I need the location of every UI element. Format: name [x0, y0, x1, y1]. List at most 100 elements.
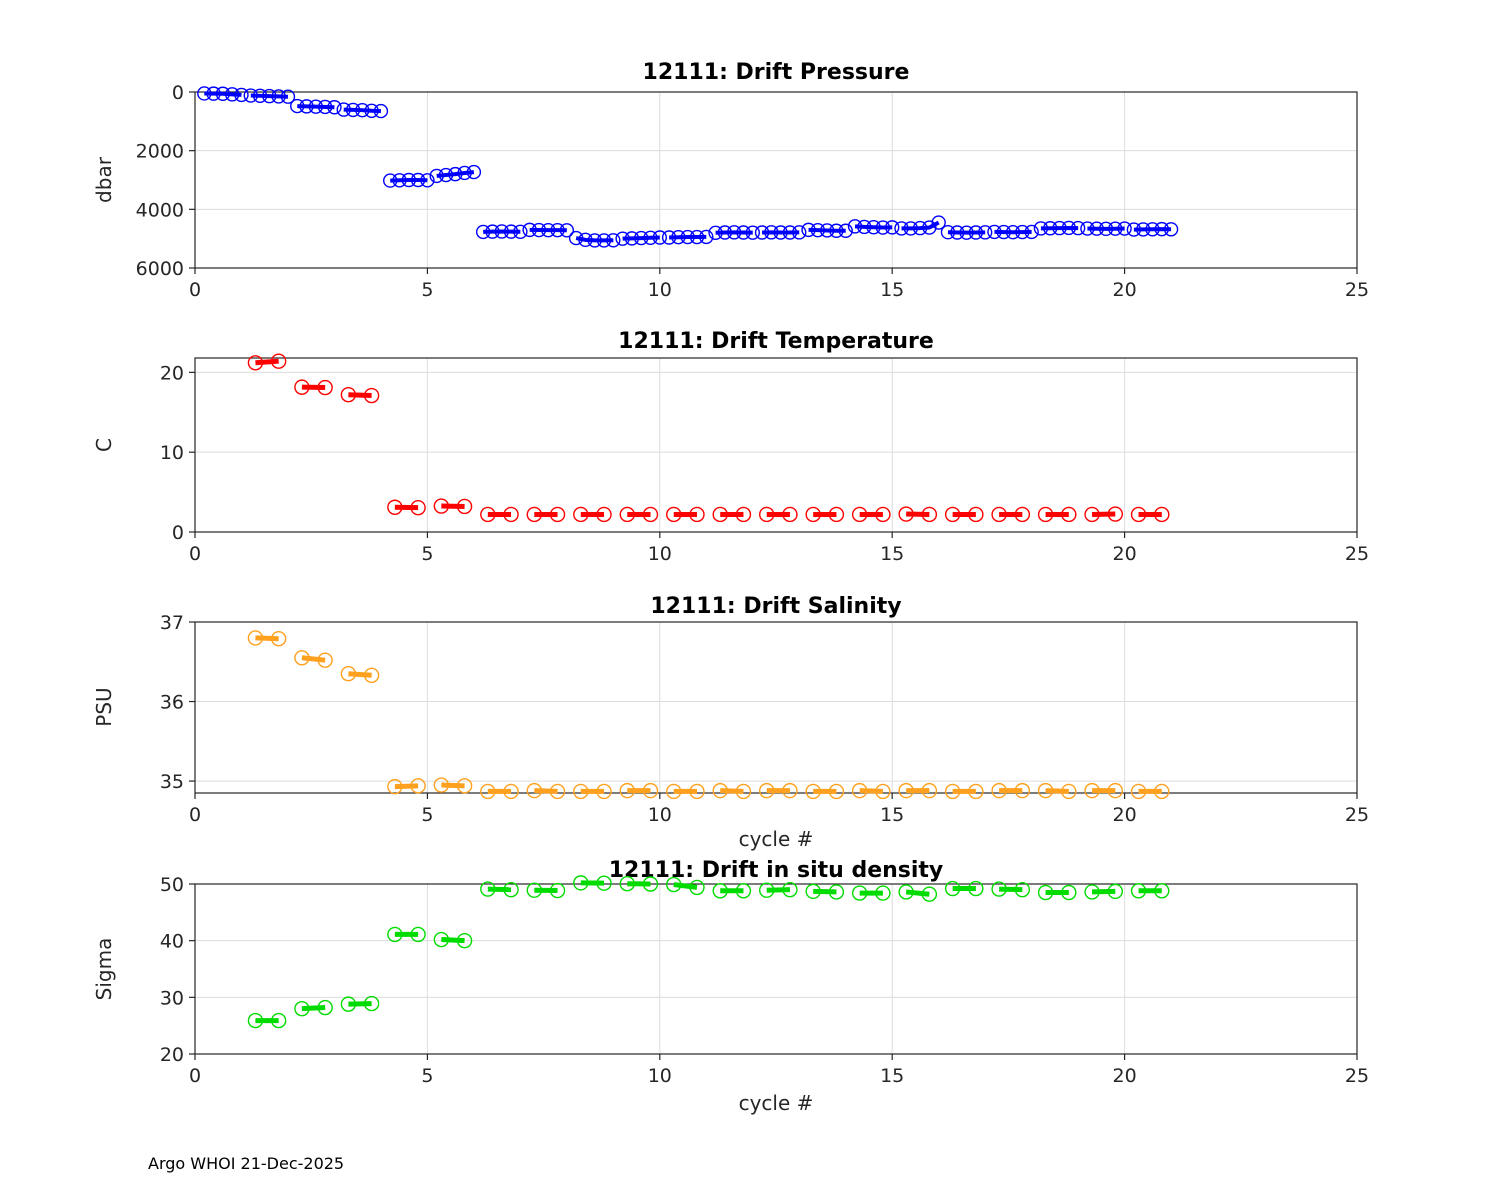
data-marker: [671, 229, 686, 245]
data-group: [619, 876, 659, 892]
data-group: [340, 995, 380, 1012]
data-marker: [851, 885, 868, 901]
data-marker: [782, 506, 798, 523]
data-marker: [247, 630, 264, 646]
data-group: [247, 353, 287, 371]
data-marker: [596, 506, 612, 523]
data-marker: [1061, 220, 1077, 236]
data-group: [661, 229, 714, 245]
data-marker: [340, 996, 357, 1012]
data-group: [573, 875, 612, 891]
data-marker: [401, 172, 417, 188]
x-tick-label: 20: [1113, 543, 1137, 565]
data-marker: [336, 102, 351, 117]
data-marker: [559, 223, 575, 238]
data-marker: [921, 782, 938, 799]
data-marker: [619, 876, 635, 892]
data-group: [1126, 221, 1179, 237]
data-marker: [433, 498, 450, 514]
data-group: [526, 882, 566, 899]
drift-segment: [813, 888, 837, 895]
data-marker: [1080, 221, 1095, 236]
data-marker: [526, 506, 543, 523]
data-marker: [1163, 222, 1179, 237]
data-marker: [1107, 883, 1124, 900]
data-marker: [410, 926, 426, 943]
data-group: [987, 224, 1039, 240]
data-group: [1130, 506, 1170, 523]
data-marker: [480, 783, 496, 800]
y-tick-label: 10: [160, 442, 184, 464]
data-marker: [1084, 782, 1100, 799]
data-marker: [475, 224, 491, 240]
data-marker: [363, 995, 380, 1012]
drift-segment: [348, 1001, 372, 1007]
drift-segment: [301, 1005, 326, 1012]
x-tick-label: 0: [189, 279, 201, 301]
y-tick-label: 35: [160, 771, 184, 793]
y-tick-label: 30: [160, 987, 184, 1009]
data-marker: [615, 231, 630, 246]
data-group: [1084, 782, 1124, 799]
y-tick-label: 0: [172, 82, 184, 104]
data-marker: [433, 777, 450, 793]
y-tick-label: 20: [160, 1044, 184, 1066]
data-group: [894, 215, 946, 236]
data-marker: [340, 665, 357, 682]
data-marker: [726, 225, 742, 240]
data-marker: [944, 880, 961, 897]
data-marker: [968, 783, 984, 800]
data-marker: [270, 353, 287, 369]
data-marker: [573, 783, 589, 800]
data-marker: [503, 506, 519, 523]
data-marker: [680, 229, 695, 245]
data-marker: [619, 782, 635, 799]
data-marker: [931, 215, 946, 230]
density-ylabel: Sigma: [92, 937, 116, 1001]
drift-segment: [297, 104, 335, 110]
data-marker: [894, 221, 909, 236]
data-group: [712, 782, 752, 800]
data-marker: [1098, 221, 1114, 237]
data-group: [433, 777, 473, 794]
data-marker: [851, 782, 868, 799]
data-group: [340, 665, 380, 683]
data-marker: [828, 783, 845, 800]
data-marker: [410, 172, 426, 188]
x-tick-label: 20: [1113, 1065, 1137, 1087]
x-tick-label: 10: [648, 1065, 672, 1087]
drift-segment: [348, 392, 372, 399]
drift-segment: [348, 671, 372, 678]
x-tick-label: 15: [880, 279, 904, 301]
data-marker: [708, 225, 723, 241]
data-marker: [206, 86, 221, 101]
data-marker: [596, 233, 612, 248]
data-marker: [1014, 881, 1031, 898]
data-marker: [513, 224, 528, 239]
x-tick-label: 20: [1113, 804, 1137, 826]
x-tick-label: 15: [880, 804, 904, 826]
data-marker: [294, 650, 310, 666]
data-marker: [828, 884, 845, 900]
data-marker: [456, 498, 473, 515]
data-marker: [549, 882, 566, 899]
drift-segment: [250, 93, 289, 99]
data-group: [666, 876, 705, 896]
data-marker: [642, 782, 659, 799]
data-group: [294, 650, 333, 668]
data-group: [666, 506, 705, 523]
data-group: [290, 98, 342, 115]
data-marker: [944, 783, 961, 800]
data-marker: [805, 506, 821, 523]
x-tick-label: 10: [648, 804, 672, 826]
data-marker: [689, 879, 705, 896]
data-group: [433, 498, 473, 515]
data-marker: [596, 875, 612, 891]
data-group: [898, 884, 938, 902]
data-marker: [485, 224, 500, 239]
data-group: [1037, 782, 1077, 800]
drift-segment: [487, 886, 512, 893]
density-xlabel: cycle #: [738, 1091, 814, 1115]
data-group: [1080, 221, 1132, 237]
axis-box: [194, 357, 1358, 533]
